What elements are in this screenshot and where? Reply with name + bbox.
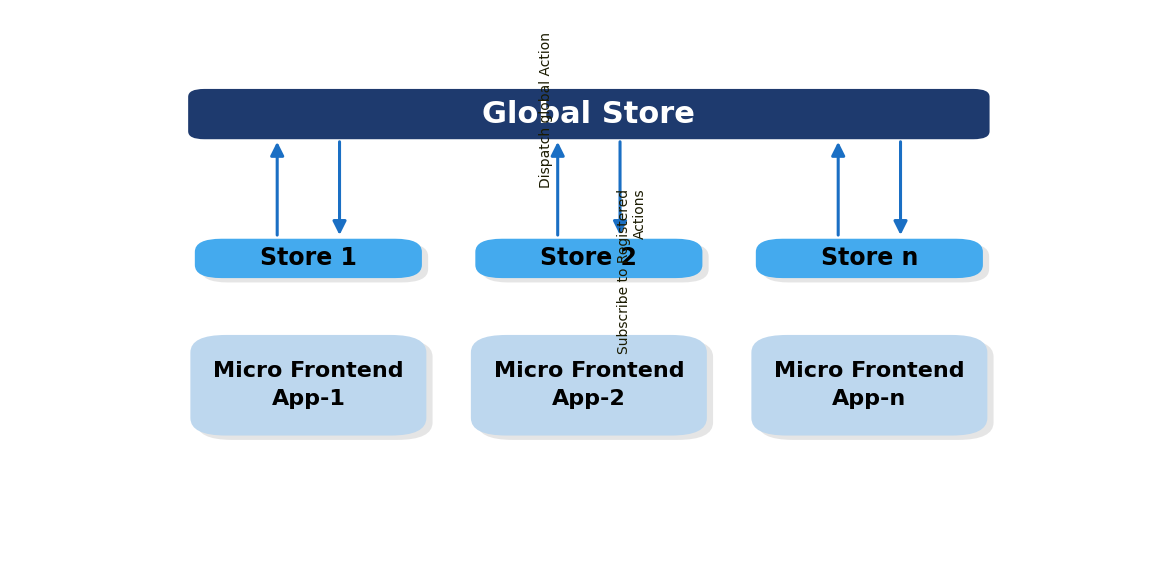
Text: Global Store: Global Store [483, 99, 695, 128]
FancyBboxPatch shape [201, 243, 429, 282]
FancyBboxPatch shape [757, 339, 994, 440]
Text: Store 1: Store 1 [260, 247, 357, 270]
Text: Store n: Store n [820, 247, 918, 270]
FancyBboxPatch shape [756, 239, 982, 278]
FancyBboxPatch shape [471, 335, 707, 436]
Text: Micro Frontend
App-1: Micro Frontend App-1 [213, 361, 403, 410]
Text: Dispatch global Action: Dispatch global Action [539, 32, 553, 189]
FancyBboxPatch shape [476, 239, 702, 278]
FancyBboxPatch shape [751, 335, 987, 436]
Text: Micro Frontend
App-n: Micro Frontend App-n [774, 361, 965, 410]
FancyBboxPatch shape [762, 243, 989, 282]
FancyBboxPatch shape [196, 339, 432, 440]
FancyBboxPatch shape [195, 239, 422, 278]
Text: Store 2: Store 2 [540, 247, 638, 270]
FancyBboxPatch shape [188, 89, 989, 139]
Text: Subscribe to Registered
Actions: Subscribe to Registered Actions [617, 189, 647, 353]
Text: Micro Frontend
App-2: Micro Frontend App-2 [494, 361, 684, 410]
FancyBboxPatch shape [481, 243, 709, 282]
FancyBboxPatch shape [191, 335, 426, 436]
FancyBboxPatch shape [477, 339, 714, 440]
